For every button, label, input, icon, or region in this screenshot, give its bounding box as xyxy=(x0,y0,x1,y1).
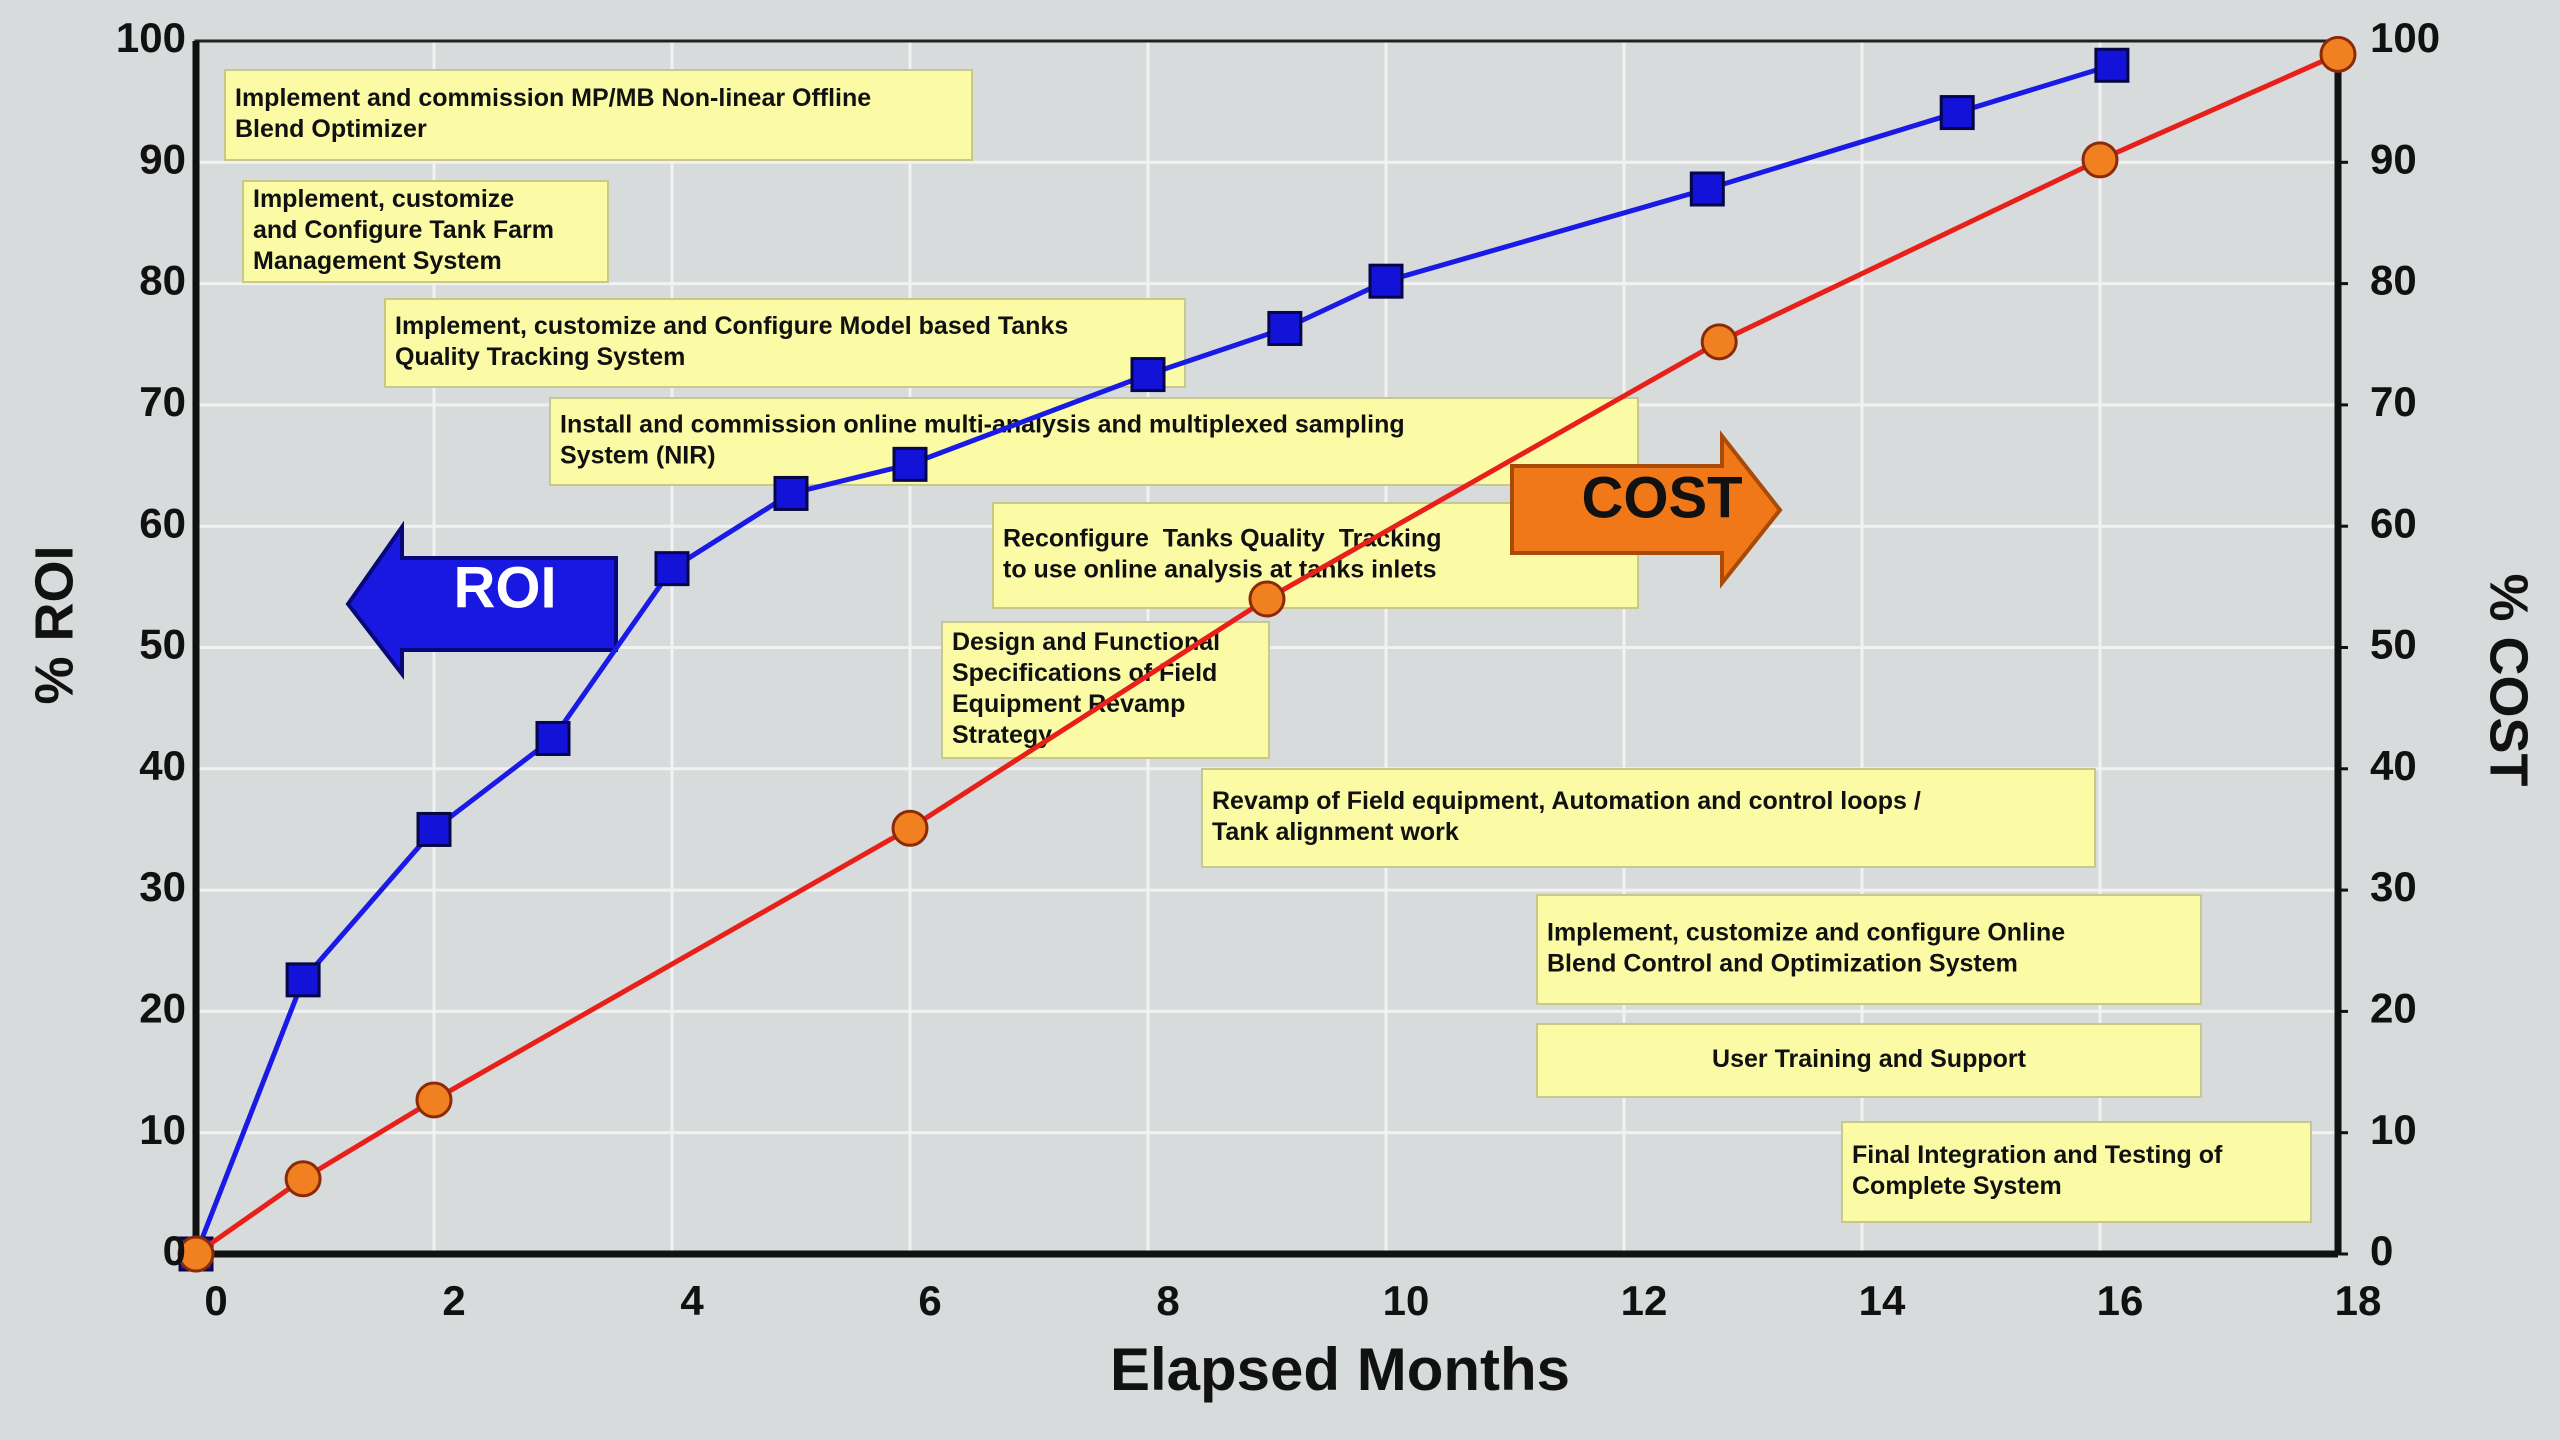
y-tick-label: 60 xyxy=(139,499,186,546)
point xyxy=(284,1160,322,1198)
annotation-text: Implement, customize and configure Onlin… xyxy=(1547,919,2065,947)
cost-arrow xyxy=(1510,430,1783,589)
x-tick-label: 8 xyxy=(1156,1277,1179,1324)
y2-tick-label: 40 xyxy=(2370,742,2417,789)
annotation-box xyxy=(242,180,609,283)
roi-arrow xyxy=(345,520,618,680)
annotation-text: and Configure Tank Farm xyxy=(253,216,554,244)
point xyxy=(1689,171,1725,207)
point xyxy=(1700,323,1738,361)
roi-arrow-label: ROI xyxy=(453,555,556,620)
annotation-text: Revamp of Field equipment, Automation an… xyxy=(1212,787,1921,815)
annotation-text: Equipment Revamp xyxy=(952,690,1185,718)
y2-tick-label: 50 xyxy=(2370,621,2417,668)
annotation-text: System (NIR) xyxy=(560,442,716,470)
y2-axis-label: % COST xyxy=(2479,573,2539,786)
y-tick-label: 50 xyxy=(139,621,186,668)
annotation-box xyxy=(941,621,1270,759)
annotation-text: Quality Tracking System xyxy=(395,343,685,371)
point xyxy=(416,811,452,847)
annotation-text: Specifications of Field xyxy=(952,659,1217,687)
y-tick-label: 40 xyxy=(139,742,186,789)
cost-arrow-label: COST xyxy=(1581,465,1742,530)
annotation-text: to use online analysis at tanks inlets xyxy=(1003,556,1436,584)
annotation-text: Tank alignment work xyxy=(1212,818,1459,846)
annotation-text: Implement, customize xyxy=(253,185,514,213)
point xyxy=(1248,580,1286,618)
x-axis-label: Elapsed Months xyxy=(1110,1336,1570,1403)
annotations: Implement and commission MP/MB Non-linea… xyxy=(224,69,2312,1223)
point xyxy=(891,809,929,847)
y-tick-label: 100 xyxy=(116,14,186,61)
y2-tick-label: 80 xyxy=(2370,257,2417,304)
x-tick-label: 2 xyxy=(442,1277,465,1324)
annotation-text: User Training and Support xyxy=(1712,1045,2027,1073)
point xyxy=(892,446,928,482)
x-tick-label: 14 xyxy=(1859,1277,1906,1324)
annotation-text: Implement and commission MP/MB Non-linea… xyxy=(235,84,871,112)
point xyxy=(1130,357,1166,393)
y2-tick-label: 20 xyxy=(2370,984,2417,1031)
point xyxy=(1939,95,1975,131)
annotation-text: Install and commission online multi-anal… xyxy=(560,411,1405,439)
point xyxy=(773,475,809,511)
y2-tick-label: 90 xyxy=(2370,135,2417,182)
x-tick-label: 6 xyxy=(918,1277,941,1324)
y-tick-label: 30 xyxy=(139,863,186,910)
y2-tick-label: 70 xyxy=(2370,378,2417,425)
x-tick-label: 18 xyxy=(2335,1277,2382,1324)
annotation-text: Final Integration and Testing of xyxy=(1852,1141,2223,1169)
annotation-text: Blend Optimizer xyxy=(235,115,427,143)
point xyxy=(2081,141,2119,179)
x-tick-label: 0 xyxy=(204,1277,227,1324)
point xyxy=(415,1081,453,1119)
annotation-box xyxy=(1841,1121,2312,1223)
x-tick-label: 4 xyxy=(680,1277,704,1324)
x-tick-label: 16 xyxy=(2097,1277,2144,1324)
y2-tick-label: 0 xyxy=(2370,1227,2393,1274)
point xyxy=(2319,35,2357,73)
annotation-box xyxy=(224,69,973,161)
point xyxy=(177,1235,215,1273)
series-line xyxy=(194,52,2340,1257)
annotation-text: Strategy xyxy=(952,721,1052,749)
y-tick-label: 90 xyxy=(139,135,186,182)
y-tick-label: 10 xyxy=(139,1106,186,1153)
point xyxy=(1267,310,1303,346)
y-tick-label: 80 xyxy=(139,257,186,304)
annotation-box xyxy=(549,397,1639,486)
x-tick-label: 10 xyxy=(1383,1277,1430,1324)
point xyxy=(285,962,321,998)
point xyxy=(1368,263,1404,299)
y-axis-label: % ROI xyxy=(24,545,84,704)
y2-tick-label: 30 xyxy=(2370,863,2417,910)
point xyxy=(535,720,571,756)
y-tick-label: 0 xyxy=(163,1227,186,1274)
annotation-text: Management System xyxy=(253,247,502,275)
y2-tick-label: 60 xyxy=(2370,499,2417,546)
annotation-text: Blend Control and Optimization System xyxy=(1547,950,2018,978)
y2-tick-label: 10 xyxy=(2370,1106,2417,1153)
annotation-box xyxy=(1536,894,2202,1005)
point xyxy=(654,551,690,587)
annotation-text: Implement, customize and Configure Model… xyxy=(395,312,1068,340)
annotation-box xyxy=(1201,768,2096,868)
annotation-box xyxy=(384,298,1186,388)
annotation-box xyxy=(1536,1023,2202,1098)
y-tick-label: 20 xyxy=(139,984,186,1031)
annotation-text: Design and Functional xyxy=(952,628,1220,656)
annotation-text: Complete System xyxy=(1852,1172,2062,1200)
y2-tick-label: 100 xyxy=(2370,14,2440,61)
plot xyxy=(177,35,2357,1273)
x-tick-label: 12 xyxy=(1621,1277,1668,1324)
point xyxy=(2094,47,2130,83)
y-tick-label: 70 xyxy=(139,378,186,425)
